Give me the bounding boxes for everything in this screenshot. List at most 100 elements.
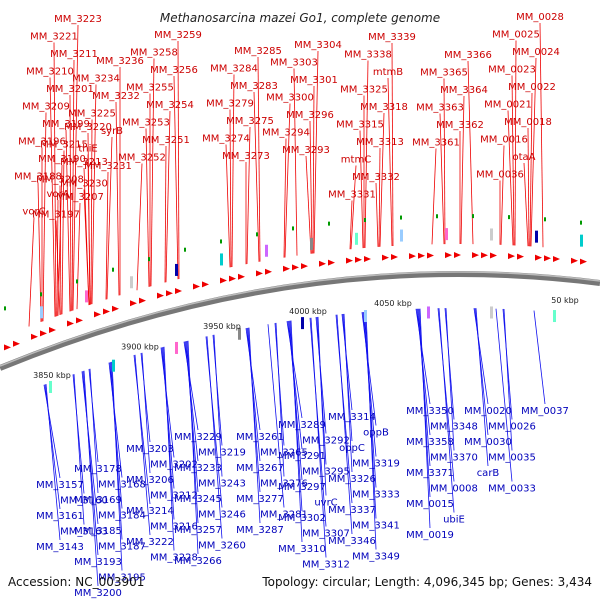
track-marker [472,214,474,219]
forward-gene-label: MM_3234 [72,74,120,85]
forward-gene-label: MM_3313 [356,137,404,148]
forward-gene-label: MM_0025 [492,30,540,41]
reverse-gene-label: MM_3185 [74,526,122,537]
forward-leader-line [37,182,42,322]
forward-gene-label: MM_3300 [266,93,314,104]
forward-gene-label: thiE [78,144,97,155]
forward-gene-label: MM_3366 [444,50,492,61]
reverse-leader-line [475,308,489,467]
forward-gene-arrow [193,283,200,290]
reverse-gene-label: MM_3291 [278,451,326,462]
reverse-gene-label: uvrC [314,498,337,509]
forward-gene-arrow [301,263,308,270]
forward-gene-arrow [319,260,326,267]
accession-text: Accession: NC_003901 [8,575,144,589]
reverse-gene-label: oppB [363,428,389,439]
reverse-gene-label: MM_3246 [198,510,246,521]
forward-gene-arrow [364,256,371,263]
kbp-tick-label: 3850 kbp [33,371,71,380]
forward-gene-label: MM_3325 [340,85,388,96]
forward-gene-label: MM_3296 [286,110,334,121]
reverse-leader-line [88,369,99,463]
forward-gene-label: MM_3362 [436,120,484,131]
track-marker [436,214,438,219]
track-marker [400,215,402,220]
forward-leader-line [527,127,530,247]
forward-gene-arrow [409,253,416,260]
forward-gene-label: MM_3201 [46,84,94,95]
forward-gene-label: MM_3188 [14,172,62,183]
reverse-leader-line [185,341,199,493]
forward-leader-line [387,77,393,247]
forward-leader-line [443,78,446,245]
forward-leader-line [65,129,71,312]
forward-gene-label: MM_3275 [226,116,274,127]
reverse-gene-label: MM_3370 [430,453,478,464]
forward-gene-arrow [328,259,335,266]
forward-leader-line [61,150,65,315]
reverse-leader-line [133,355,151,505]
reverse-gene-label: MM_0008 [430,484,478,495]
forward-leader-line [173,75,179,280]
forward-leader-line [28,217,35,327]
reverse-leader-line [89,368,99,494]
forward-gene-arrow [256,270,263,277]
reverse-leader-line [246,327,261,462]
forward-leader-line [313,50,319,254]
reverse-leader-line [417,308,431,467]
reverse-leader-line [474,308,489,436]
forward-leader-line [507,110,514,246]
reverse-gene-label: MM_3319 [352,459,400,470]
feature-swatch [310,237,313,250]
reverse-gene-label: MM_3243 [198,479,246,490]
forward-gene-label: MM_3285 [234,46,282,57]
reverse-gene-label: MM_3297 [278,482,326,493]
reverse-gene-label: MM_0037 [521,406,569,417]
feature-swatch [301,317,304,330]
forward-gene-label: MM_3331 [328,190,376,201]
forward-leader-line [106,136,113,300]
forward-leader-line [150,58,155,287]
reverse-gene-label: MM_3257 [174,525,222,536]
forward-leader-line [431,148,437,245]
track-marker [4,306,6,311]
leader-lines [28,22,546,587]
reverse-leader-line [108,362,123,478]
forward-gene-label: MM_3283 [230,81,278,92]
track-marker [292,226,294,231]
forward-leader-line [359,130,364,249]
reverse-leader-line [416,308,431,436]
reverse-leader-line [248,327,261,524]
forward-gene-arrow [202,281,209,288]
reverse-gene-label: MM_3289 [278,420,326,431]
forward-leader-line [305,155,312,254]
forward-gene-label: MM_3338 [344,50,392,61]
reverse-leader-line [72,374,85,494]
forward-gene-label: MM_3211 [50,49,98,60]
forward-leader-line [253,91,260,262]
forward-leader-line [284,103,291,258]
reverse-gene-label: MM_3214 [126,506,174,517]
reverse-gene-label: MM_3168 [98,480,146,491]
forward-gene-label: MM_3253 [122,118,170,129]
forward-gene-label: MM_3236 [96,56,144,67]
feature-swatch [400,229,403,242]
reverse-gene-label: MM_3266 [174,556,222,567]
reverse-leader-line [267,324,285,508]
forward-gene-label: MM_3197 [32,210,80,221]
forward-gene-label: MM_3251 [142,135,190,146]
forward-gene-label: MM_3294 [262,128,310,139]
reverse-gene-label: MM_0019 [406,530,454,541]
forward-gene-arrow [445,252,452,259]
reverse-leader-line [495,308,513,482]
reverse-gene-label: MM_3157 [36,480,84,491]
reverse-gene-label: MM_3184 [98,511,146,522]
reverse-leader-line [206,336,223,539]
reverse-leader-line [365,311,377,550]
reverse-gene-label: MM_3216 [150,522,198,533]
forward-gene-label: MM_0036 [476,170,524,181]
forward-gene-label: MM_0028 [516,12,564,23]
forward-gene-label: vorC [22,207,45,218]
reverse-gene-labels: MM_3157 MM_3160 MM_3161 MM_3163 MM_3143 MM_31… [36,406,569,599]
forward-gene-label: MM_3363 [416,103,464,114]
